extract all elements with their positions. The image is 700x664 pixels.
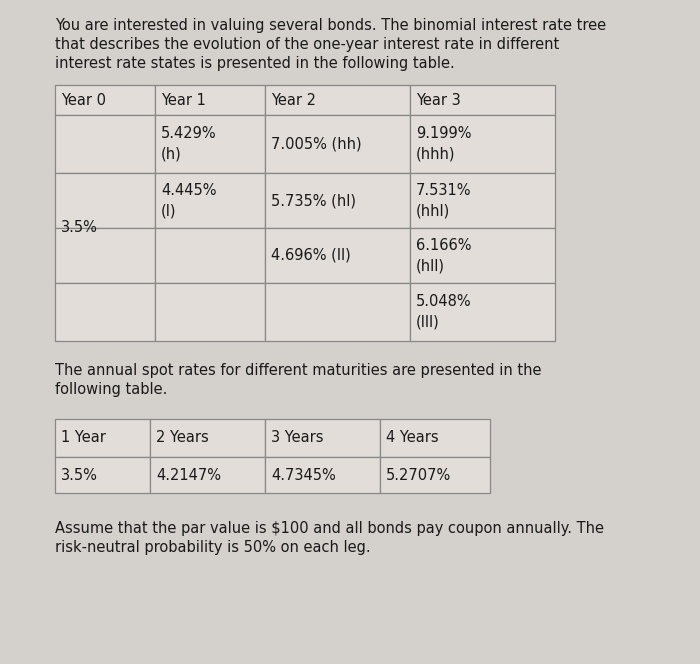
- Text: 5.048%
(lll): 5.048% (lll): [416, 294, 472, 330]
- Text: 7.531%
(hhl): 7.531% (hhl): [416, 183, 472, 218]
- Text: 4.7345%: 4.7345%: [271, 467, 336, 483]
- Bar: [265, 115, 410, 173]
- Text: 4.2147%: 4.2147%: [156, 467, 221, 483]
- Bar: [55, 283, 155, 341]
- Text: 4.445%
(l): 4.445% (l): [161, 183, 216, 218]
- Text: following table.: following table.: [55, 382, 167, 397]
- Bar: [55, 173, 155, 228]
- Bar: [155, 85, 265, 115]
- Text: Year 2: Year 2: [271, 93, 316, 108]
- Bar: [265, 173, 410, 228]
- Text: Year 3: Year 3: [416, 93, 461, 108]
- Text: Assume that the par value is $100 and all bonds pay coupon annually. The: Assume that the par value is $100 and al…: [55, 521, 604, 536]
- Text: 6.166%
(hll): 6.166% (hll): [416, 238, 472, 273]
- Bar: [410, 173, 555, 228]
- Bar: [55, 457, 150, 493]
- Bar: [265, 85, 410, 115]
- Text: You are interested in valuing several bonds. The binomial interest rate tree: You are interested in valuing several bo…: [55, 18, 606, 33]
- Text: Year 0: Year 0: [61, 93, 106, 108]
- Bar: [55, 85, 155, 115]
- Text: 7.005% (hh): 7.005% (hh): [271, 137, 362, 151]
- Text: 5.2707%: 5.2707%: [386, 467, 452, 483]
- Text: 3.5%: 3.5%: [61, 467, 98, 483]
- Bar: [55, 228, 155, 283]
- Text: The annual spot rates for different maturities are presented in the: The annual spot rates for different matu…: [55, 363, 542, 378]
- Text: 5.429%
(h): 5.429% (h): [161, 126, 216, 162]
- Bar: [150, 419, 265, 457]
- Bar: [55, 115, 155, 173]
- Bar: [155, 173, 265, 228]
- Bar: [155, 115, 265, 173]
- Bar: [55, 419, 150, 457]
- Bar: [265, 457, 380, 493]
- Text: 3.5%: 3.5%: [61, 220, 98, 236]
- Bar: [265, 228, 410, 283]
- Bar: [410, 85, 555, 115]
- Text: 9.199%
(hhh): 9.199% (hhh): [416, 126, 472, 162]
- Bar: [150, 457, 265, 493]
- Bar: [380, 457, 490, 493]
- Text: 4 Years: 4 Years: [386, 430, 439, 446]
- Bar: [155, 283, 265, 341]
- Text: 1 Year: 1 Year: [61, 430, 106, 446]
- Bar: [410, 115, 555, 173]
- Text: 4.696% (ll): 4.696% (ll): [271, 248, 351, 263]
- Text: 3 Years: 3 Years: [271, 430, 323, 446]
- Text: that describes the evolution of the one-year interest rate in different: that describes the evolution of the one-…: [55, 37, 559, 52]
- Bar: [410, 283, 555, 341]
- Text: 2 Years: 2 Years: [156, 430, 209, 446]
- Text: 5.735% (hl): 5.735% (hl): [271, 193, 356, 208]
- Text: Year 1: Year 1: [161, 93, 206, 108]
- Bar: [380, 419, 490, 457]
- Bar: [410, 228, 555, 283]
- Text: risk-neutral probability is 50% on each leg.: risk-neutral probability is 50% on each …: [55, 540, 370, 555]
- Text: interest rate states is presented in the following table.: interest rate states is presented in the…: [55, 56, 455, 71]
- Bar: [265, 419, 380, 457]
- Bar: [155, 228, 265, 283]
- Bar: [265, 283, 410, 341]
